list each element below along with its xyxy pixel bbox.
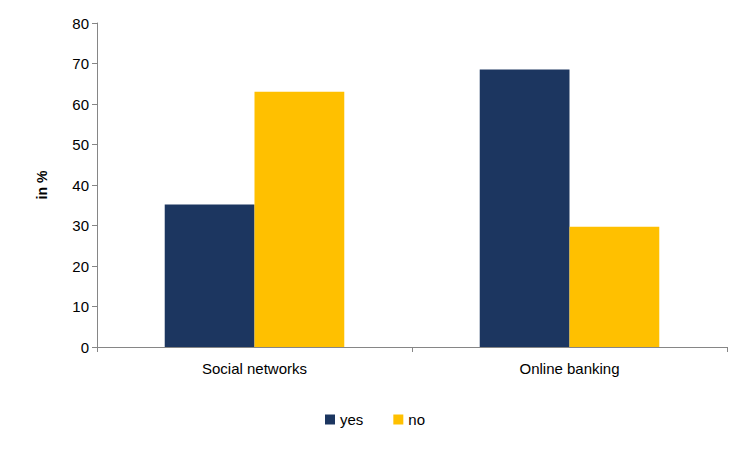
svg-text:80: 80 <box>72 15 89 32</box>
svg-text:50: 50 <box>72 136 89 153</box>
svg-text:70: 70 <box>72 55 89 72</box>
svg-text:no: no <box>408 411 425 428</box>
svg-text:10: 10 <box>72 298 89 315</box>
svg-text:20: 20 <box>72 258 89 275</box>
svg-text:60: 60 <box>72 96 89 113</box>
svg-text:Online banking: Online banking <box>519 360 619 377</box>
svg-text:40: 40 <box>72 177 89 194</box>
svg-text:in %: in % <box>34 170 50 199</box>
svg-text:0: 0 <box>81 339 89 356</box>
svg-text:30: 30 <box>72 217 89 234</box>
svg-text:yes: yes <box>340 411 363 428</box>
svg-text:Social networks: Social networks <box>202 360 307 377</box>
